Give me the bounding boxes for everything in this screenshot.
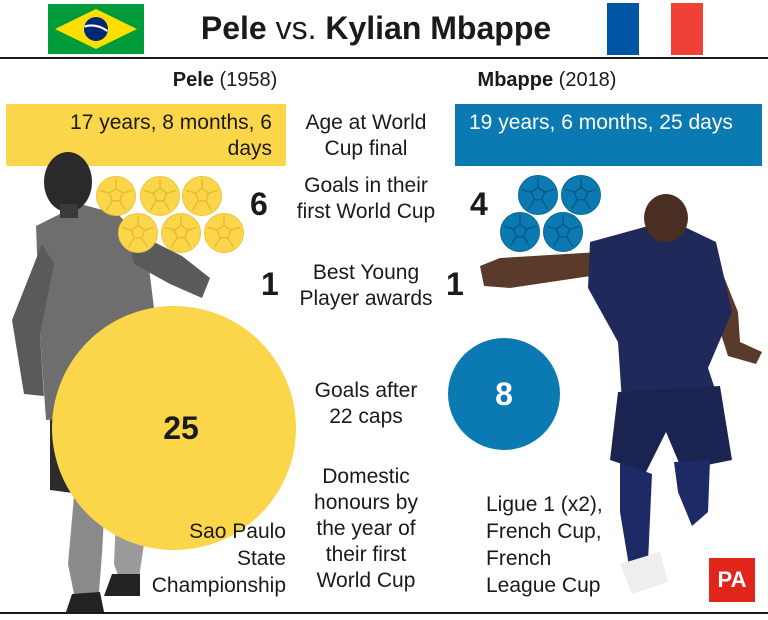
mbappe-goals-count: 4 (470, 186, 488, 222)
bottom-divider (0, 612, 768, 614)
football-icon (543, 212, 583, 252)
football-icon (140, 176, 180, 216)
title-vs: vs. (275, 10, 317, 46)
france-flag (607, 3, 703, 55)
pele-honours-line: Sao Paulo (189, 520, 286, 543)
category-caps-line: 22 caps (329, 405, 403, 428)
category-age-line: Cup final (324, 137, 408, 160)
mbappe-name: Mbappe (477, 69, 554, 91)
pele-honours: Sao Paulo State Championship (120, 518, 286, 599)
category-age-line: Age at World (305, 111, 427, 134)
category-honours-line: honours by (314, 491, 418, 514)
category-honours-line: World Cup (316, 569, 416, 592)
title-name-1: Pele (200, 10, 267, 46)
football-icon (118, 213, 158, 253)
category-honours: Domestic honours by the year of their fi… (284, 464, 448, 594)
mbappe-honours: Ligue 1 (x2), French Cup, French League … (486, 491, 626, 599)
pele-honours-line: State (236, 547, 286, 570)
category-goals: Goals in their first World Cup (284, 173, 448, 225)
top-divider (0, 57, 768, 59)
title-name-2: Kylian Mbappe (325, 10, 552, 46)
category-honours-line: their first (325, 543, 407, 566)
football-icon (96, 176, 136, 216)
category-caps-line: Goals after (314, 379, 418, 402)
mbappe-photo (470, 192, 768, 612)
mbappe-caps-circle: 8 (448, 338, 560, 450)
mbappe-honours-line: League Cup (486, 574, 601, 597)
category-honours-line: the year of (316, 517, 416, 540)
pele-header: Pele (1958) (150, 66, 300, 94)
football-icon (518, 175, 558, 215)
pele-caps-circle: 25 (52, 306, 296, 550)
pele-age-band: 17 years, 8 months, 6 days (6, 104, 286, 166)
pele-honours-line: Championship (151, 574, 286, 597)
pele-awards-count: 1 (261, 266, 279, 302)
brazil-flag (48, 4, 144, 54)
category-goals-line: first World Cup (296, 200, 436, 223)
mbappe-year: (2018) (558, 69, 617, 91)
category-awards-line: Player awards (299, 287, 433, 310)
category-caps: Goals after 22 caps (284, 378, 448, 430)
football-icon (561, 175, 601, 215)
mbappe-honours-line: Ligue 1 (x2), (486, 493, 603, 516)
pele-goals-count: 6 (250, 186, 268, 222)
pa-logo: PA (709, 558, 755, 602)
mbappe-honours-line: French (486, 547, 552, 570)
football-icon (204, 213, 244, 253)
mbappe-honours-line: French Cup, (486, 520, 602, 543)
pele-year: (1958) (219, 69, 278, 91)
category-goals-line: Goals in their (304, 174, 428, 197)
football-icon (161, 213, 201, 253)
category-honours-line: Domestic (322, 465, 410, 488)
category-awards-line: Best Young (312, 261, 420, 284)
pele-name: Pele (172, 69, 214, 91)
page-title: Pele vs. Kylian Mbappe (150, 6, 602, 50)
football-icon (500, 212, 540, 252)
football-icon (182, 176, 222, 216)
category-awards: Best Young Player awards (284, 260, 448, 312)
mbappe-age-band: 19 years, 6 months, 25 days (455, 104, 762, 166)
mbappe-header: Mbappe (2018) (452, 66, 642, 94)
mbappe-awards-count: 1 (446, 266, 464, 302)
category-age: Age at World Cup final (284, 110, 448, 162)
